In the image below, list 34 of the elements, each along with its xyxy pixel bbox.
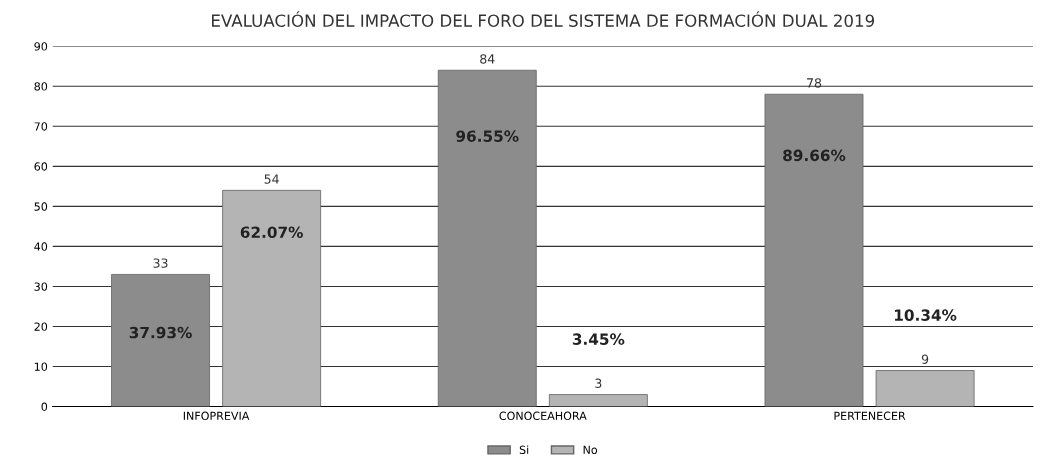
bar [875, 370, 975, 407]
y-tick-label: 0 [41, 402, 48, 411]
legend-label: Si [519, 445, 529, 454]
chart-title: EVALUACIÓN DEL IMPACTO DEL FORO DEL SISTEMA DE FORMACIÓN DUAL 2019 [212, 11, 875, 27]
annotation: 89.66% [783, 149, 846, 162]
annotation: 37.93% [129, 326, 192, 339]
y-tick-label: 50 [34, 202, 48, 211]
x-tick-label: CONOCEAHORA [499, 411, 587, 421]
data-label: 3 [595, 378, 602, 388]
y-tick-label: 90 [34, 42, 48, 51]
data-label: 84 [480, 54, 495, 64]
y-tick-label: 70 [34, 122, 48, 131]
annotation: 3.45% [572, 333, 625, 345]
legend-label: No [583, 445, 598, 454]
data-label: 9 [921, 354, 929, 364]
annotation: 96.55% [456, 130, 519, 142]
bar [437, 69, 537, 407]
data-label: 33 [153, 258, 168, 268]
y-tick-label: 60 [34, 162, 48, 171]
bar [764, 93, 864, 407]
y-tick-label: 10 [34, 362, 48, 371]
y-tick-label: 80 [34, 82, 48, 91]
y-tick-label: 40 [34, 242, 48, 251]
y-tick-label: 20 [34, 322, 48, 331]
data-label: 78 [807, 78, 822, 88]
bar [111, 274, 210, 407]
data-label: 54 [264, 174, 279, 184]
bar [548, 394, 648, 407]
x-tick-label: PERTENECER [834, 411, 906, 421]
x-tick-label: INFOPREVIA [183, 411, 250, 421]
annotation: 10.34% [895, 309, 957, 321]
bar [222, 189, 322, 407]
y-tick-label: 30 [34, 282, 48, 291]
annotation: 62.07% [240, 226, 303, 239]
